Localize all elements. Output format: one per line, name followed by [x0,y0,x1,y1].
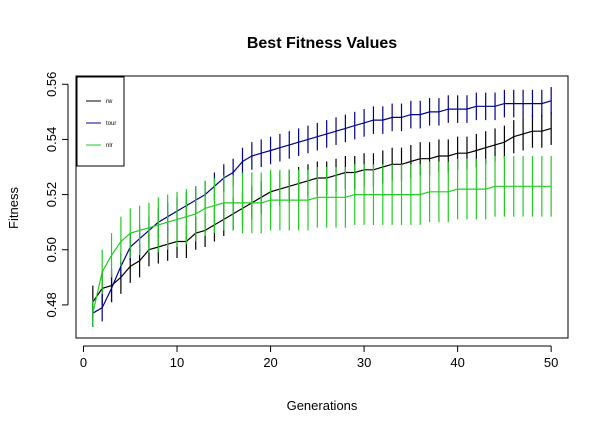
x-axis-title: Generations [287,398,358,413]
x-tick-label: 0 [80,355,87,370]
x-tick-label: 20 [263,355,277,370]
series-layer [92,87,552,327]
legend-box [76,76,125,167]
y-tick-label: 0.48 [44,292,59,317]
plot-frame [75,75,569,339]
y-tick-label: 0.56 [44,72,59,97]
series-nlr [92,155,552,327]
y-tick-label: 0.50 [44,237,59,262]
y-tick-label: 0.52 [44,182,59,207]
y-axis: 0.48 0.50 0.52 0.54 0.56 [44,72,69,318]
y-axis-title: Fitness [6,187,21,229]
series-line-nlr [92,185,552,314]
x-tick-label: 30 [357,355,371,370]
x-tick-label: 10 [170,355,184,370]
legend-label-rw: rw [106,99,113,105]
x-axis: 0 10 20 30 40 50 [80,345,558,370]
chart-title: Best Fitness Values [247,35,397,52]
legend: rw tour nlr [76,76,125,167]
series-tour [92,87,552,327]
series-line-rw [92,127,552,303]
y-tick-label: 0.54 [44,127,59,152]
series-rw [92,111,552,319]
legend-label-tour: tour [106,121,116,127]
x-tick-label: 50 [544,355,558,370]
legend-label-nlr: nlr [106,143,113,149]
series-line-tour [92,100,552,314]
x-tick-label: 40 [450,355,464,370]
